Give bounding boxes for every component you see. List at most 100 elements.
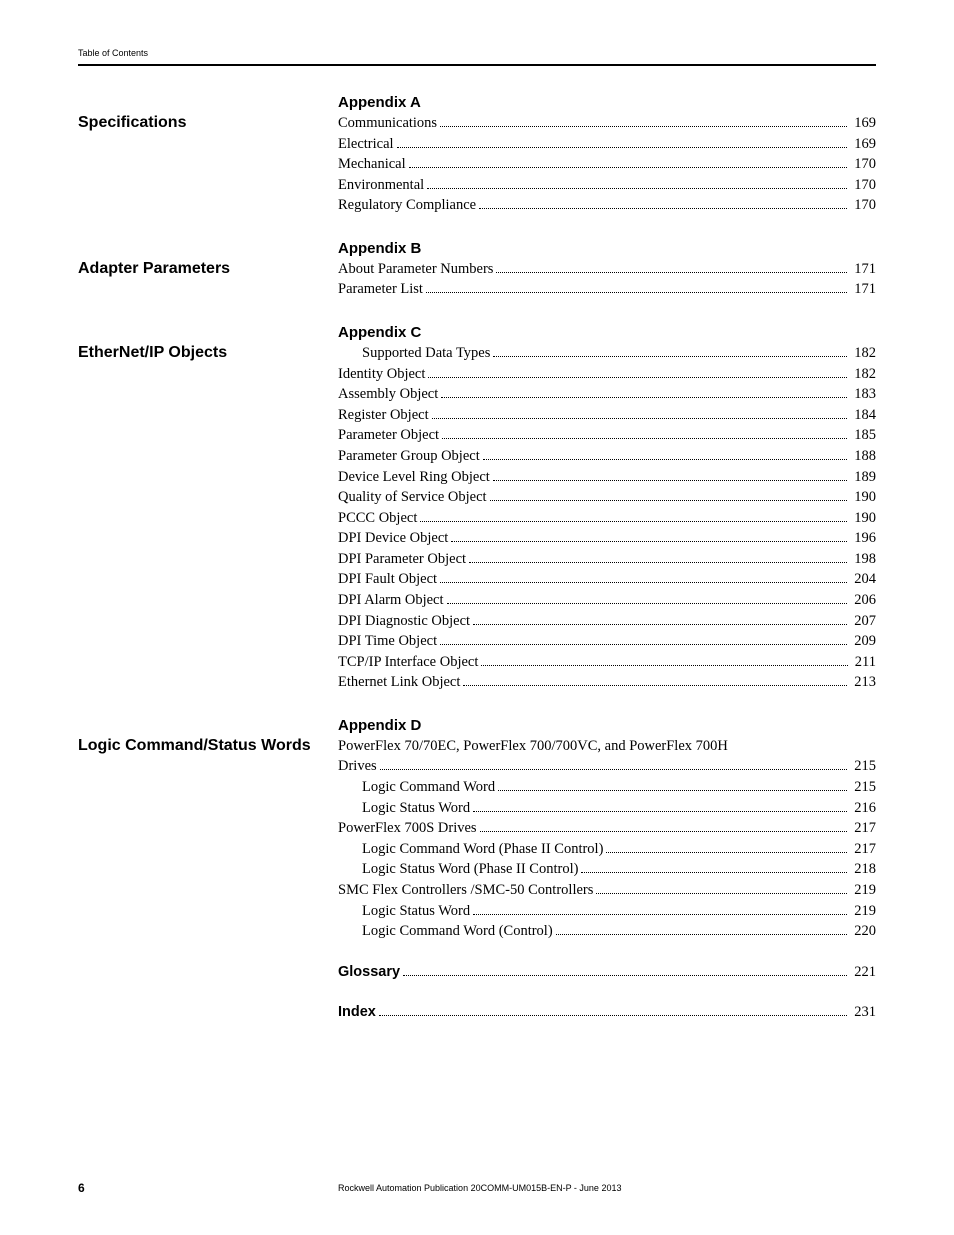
toc-dots xyxy=(440,582,847,583)
toc-dots xyxy=(496,272,847,273)
toc-dots xyxy=(403,975,847,976)
toc-entry-label: Quality of Service Object xyxy=(338,487,487,508)
toc-entry-page: 209 xyxy=(850,631,876,652)
toc-entry-page: 169 xyxy=(850,134,876,155)
toc-entry-page: 218 xyxy=(850,859,876,880)
toc-entry-continuation: PowerFlex 70/70EC, PowerFlex 700/700VC, … xyxy=(338,736,876,757)
appendix-heading: Appendix D xyxy=(338,717,876,734)
toc-entry-label: Logic Status Word xyxy=(362,798,470,819)
toc-dots xyxy=(426,292,847,293)
toc-dots xyxy=(473,914,847,915)
toc-dots xyxy=(397,147,848,148)
publication-info: Rockwell Automation Publication 20COMM-U… xyxy=(338,1183,621,1193)
toc-entry-label: Environmental xyxy=(338,175,424,196)
toc-entry[interactable]: DPI Parameter Object198 xyxy=(338,549,876,570)
toc-entry-page: 169 xyxy=(850,113,876,134)
toc-entry-page: 171 xyxy=(850,259,876,280)
toc-entry[interactable]: PowerFlex 700S Drives217 xyxy=(338,818,876,839)
toc-entry-page: 207 xyxy=(850,611,876,632)
toc-dots xyxy=(581,872,847,873)
header-rule xyxy=(78,64,876,66)
toc-entry[interactable]: SMC Flex Controllers /SMC-50 Controllers… xyxy=(338,880,876,901)
toc-entry[interactable]: About Parameter Numbers171 xyxy=(338,259,876,280)
section-left-column: EtherNet/IP Objects xyxy=(78,324,338,693)
toc-entry-page: 215 xyxy=(850,756,876,777)
toc-dots xyxy=(440,644,847,645)
toc-entry[interactable]: Electrical169 xyxy=(338,134,876,155)
toc-dots xyxy=(432,418,848,419)
toc-entry-page: 171 xyxy=(850,279,876,300)
toc-entry-page: 217 xyxy=(850,818,876,839)
toc-entry[interactable]: Device Level Ring Object189 xyxy=(338,467,876,488)
toc-dots xyxy=(490,500,848,501)
toc-entry-label: Register Object xyxy=(338,405,429,426)
toc-entry[interactable]: Ethernet Link Object 213 xyxy=(338,672,876,693)
toc-entry[interactable]: Supported Data Types182 xyxy=(338,343,876,364)
toc-entry-page: 196 xyxy=(850,528,876,549)
toc-entry[interactable]: TCP/IP Interface Object211 xyxy=(338,652,876,673)
toc-entry[interactable]: Quality of Service Object 190 xyxy=(338,487,876,508)
toc-entry-label: Assembly Object xyxy=(338,384,438,405)
toc-dots xyxy=(493,480,847,481)
toc-entry[interactable]: Drives215 xyxy=(338,756,876,777)
toc-entry-label: PCCC Object xyxy=(338,508,417,529)
toc-section: Adapter ParametersAppendix BAbout Parame… xyxy=(78,240,876,300)
toc-entry-page: 231 xyxy=(850,1002,876,1023)
toc-entry[interactable]: Environmental170 xyxy=(338,175,876,196)
toc-entry[interactable]: DPI Diagnostic Object207 xyxy=(338,611,876,632)
toc-entry-label: Communications xyxy=(338,113,437,134)
header-label: Table of Contents xyxy=(78,48,876,58)
toc-entry[interactable]: DPI Alarm Object 206 xyxy=(338,590,876,611)
toc-entry[interactable]: DPI Time Object209 xyxy=(338,631,876,652)
toc-entry-label: DPI Parameter Object xyxy=(338,549,466,570)
toc-entry-page: 211 xyxy=(851,652,876,673)
toc-dots xyxy=(427,188,847,189)
toc-entry-page: 204 xyxy=(850,569,876,590)
toc-entry[interactable]: DPI Device Object196 xyxy=(338,528,876,549)
toc-dots xyxy=(556,934,848,935)
toc-entry[interactable]: Identity Object182 xyxy=(338,364,876,385)
toc-entry[interactable]: DPI Fault Object204 xyxy=(338,569,876,590)
toc-entry-label: Parameter Group Object xyxy=(338,446,480,467)
toc-entry[interactable]: Register Object184 xyxy=(338,405,876,426)
toc-entry[interactable]: Logic Command Word (Control)220 xyxy=(338,921,876,942)
toc-entry-page: 206 xyxy=(850,590,876,611)
toc-dots xyxy=(606,852,847,853)
toc-dots xyxy=(481,665,847,666)
toc-entry[interactable]: PCCC Object190 xyxy=(338,508,876,529)
toc-entry-label: Ethernet Link Object xyxy=(338,672,460,693)
toc-dots xyxy=(442,438,847,439)
toc-dots xyxy=(451,541,847,542)
section-title: Logic Command/Status Words xyxy=(78,737,338,755)
toc-entry[interactable]: Regulatory Compliance170 xyxy=(338,195,876,216)
toc-entry[interactable]: Mechanical170 xyxy=(338,154,876,175)
section-title: Specifications xyxy=(78,114,338,132)
toc-entry[interactable]: Glossary221 xyxy=(338,962,876,983)
section-right-column: Appendix ACommunications169Electrical169… xyxy=(338,94,876,216)
toc-dots xyxy=(493,356,847,357)
toc-dots xyxy=(441,397,847,398)
section-right-column: Appendix D PowerFlex 70/70EC, PowerFlex 7… xyxy=(338,717,876,1023)
toc-entry[interactable]: Communications 169 xyxy=(338,113,876,134)
toc-entry[interactable]: Parameter Group Object188 xyxy=(338,446,876,467)
toc-entry[interactable]: Logic Status Word216 xyxy=(338,798,876,819)
toc-entry[interactable]: Assembly Object183 xyxy=(338,384,876,405)
spacer xyxy=(338,982,876,1002)
toc-entry[interactable]: Logic Status Word219 xyxy=(338,901,876,922)
toc-entry-page: 170 xyxy=(850,154,876,175)
toc-entry[interactable]: Logic Command Word (Phase II Control)217 xyxy=(338,839,876,860)
toc-entry[interactable]: Logic Status Word (Phase II Control)218 xyxy=(338,859,876,880)
toc-entry-label: Glossary xyxy=(338,962,400,983)
toc-entry[interactable]: Index231 xyxy=(338,1002,876,1023)
toc-entry[interactable]: Parameter List171 xyxy=(338,279,876,300)
toc-entry[interactable]: Logic Command Word215 xyxy=(338,777,876,798)
toc-entry-label: DPI Alarm Object xyxy=(338,590,444,611)
toc-entry[interactable]: Parameter Object185 xyxy=(338,425,876,446)
toc-dots xyxy=(596,893,847,894)
toc-dots xyxy=(447,603,848,604)
section-title: EtherNet/IP Objects xyxy=(78,344,338,362)
toc-entry-page: 213 xyxy=(850,672,876,693)
toc-dots xyxy=(479,208,847,209)
toc-entry-label: Regulatory Compliance xyxy=(338,195,476,216)
toc-entry-page: 190 xyxy=(850,487,876,508)
